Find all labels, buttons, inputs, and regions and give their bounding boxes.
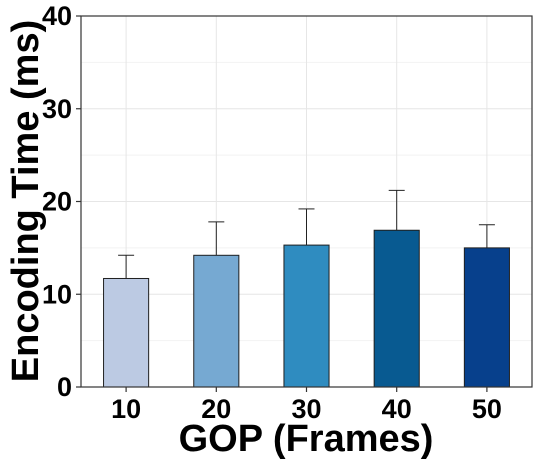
y-tick-label: 30 xyxy=(42,94,72,124)
y-axis-title: Encoding Time (ms) xyxy=(5,20,47,382)
x-axis-title: GOP (Frames) xyxy=(179,418,434,460)
bar-20 xyxy=(193,254,240,388)
y-tick-label: 0 xyxy=(57,372,72,402)
bar-10 xyxy=(103,277,150,388)
y-tick-label: 40 xyxy=(42,1,72,31)
bar-40 xyxy=(373,229,420,388)
x-axis-ticks: 10 20 30 40 50 xyxy=(111,387,502,424)
bar-50 xyxy=(463,247,510,388)
x-tick-label: 40 xyxy=(382,394,412,424)
bars xyxy=(103,229,510,388)
x-tick-label: 10 xyxy=(111,394,141,424)
bar-30 xyxy=(283,244,330,388)
x-tick-label: 30 xyxy=(291,394,321,424)
x-tick-label: 50 xyxy=(472,394,502,424)
y-axis-ticks: 0 10 20 30 40 xyxy=(42,1,81,402)
x-tick-label: 20 xyxy=(201,394,231,424)
y-tick-label: 20 xyxy=(42,187,72,217)
y-tick-label: 10 xyxy=(42,279,72,309)
